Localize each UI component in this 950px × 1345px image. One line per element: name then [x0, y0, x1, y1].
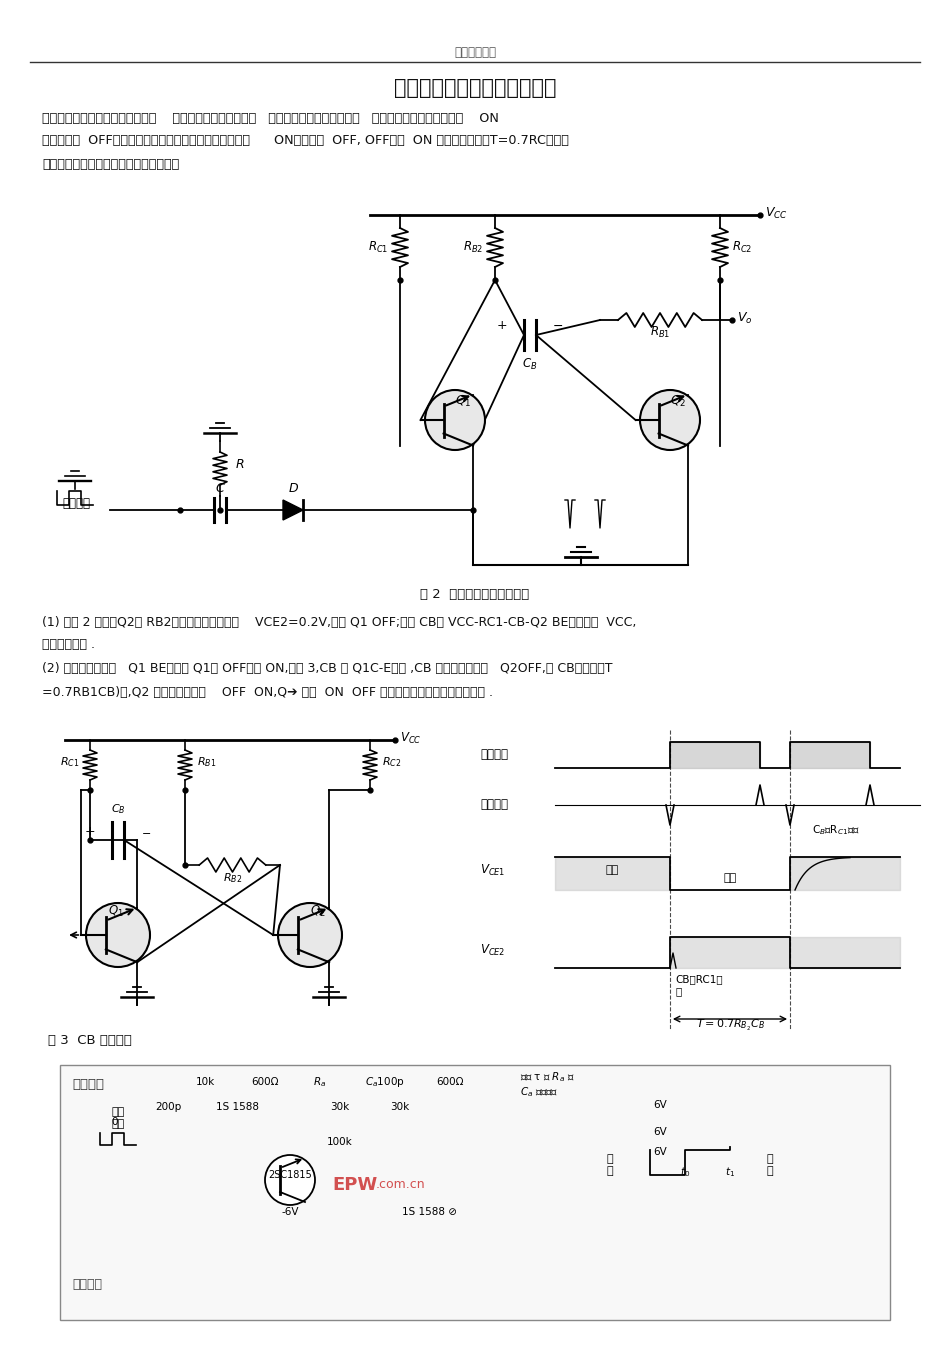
- Text: $Q_1$: $Q_1$: [108, 904, 124, 919]
- Text: =0.7RB1CB)后,Q2 重新获得偏压由    OFF  ON,Q➔ 也由  ON  OFF 回到稳压状态，其波形如图所示 .: =0.7RB1CB)后,Q2 重新获得偏压由 OFF ON,Q➔ 也由 ON O…: [42, 686, 493, 699]
- Text: EPW: EPW: [332, 1176, 377, 1194]
- Text: $Q_2$: $Q_2$: [310, 904, 326, 919]
- Text: 精彩文档: 精彩文档: [72, 1279, 102, 1291]
- Text: 6V: 6V: [654, 1147, 667, 1157]
- Text: $C_B$: $C_B$: [522, 356, 538, 373]
- Circle shape: [640, 390, 700, 451]
- Text: 稳态: 稳态: [606, 865, 619, 876]
- Text: $R_a$: $R_a$: [314, 1075, 327, 1089]
- Text: $Q_2$: $Q_2$: [670, 394, 686, 409]
- Text: $V_{CC}$: $V_{CC}$: [765, 206, 788, 221]
- Text: $V_{CE2}$: $V_{CE2}$: [480, 943, 505, 958]
- Text: $V_{CE1}$: $V_{CE1}$: [480, 862, 505, 877]
- Text: 精彩文档: 精彩文档: [72, 1079, 104, 1092]
- Text: (2) 当有正脉冲加至   Q1 BE极，使 Q1由 OFF变成 ON,如图 3,CB 经 Q1C-E放电 ,CB 的反向偏压将使   Q2OFF,当 CB放完: (2) 当有正脉冲加至 Q1 BE极，使 Q1由 OFF变成 ON,如图 3,C…: [42, 662, 613, 674]
- Text: 600Ω: 600Ω: [251, 1077, 278, 1087]
- Polygon shape: [283, 500, 303, 521]
- Circle shape: [86, 902, 150, 967]
- Text: D: D: [288, 482, 297, 495]
- Text: 6V: 6V: [654, 1100, 667, 1110]
- Text: +: +: [497, 319, 507, 332]
- Text: 30k: 30k: [331, 1102, 350, 1112]
- Text: 2SC1815: 2SC1815: [268, 1170, 312, 1180]
- Text: 10k: 10k: [196, 1077, 215, 1087]
- Text: 输
出: 输 出: [607, 1154, 614, 1176]
- Text: (1) 如图 2 所示，Q2由 RB2供给偏压形成饱和，    VCE2=0.2V,迫使 Q1 OFF;同时 CB经 VCC-RC1-CB-Q2 BE极充电至 : (1) 如图 2 所示，Q2由 RB2供给偏压形成饱和， VCE2=0.2V,迫…: [42, 616, 636, 628]
- Text: 脉宽 τ 由 $R_a$ 和: 脉宽 τ 由 $R_a$ 和: [520, 1071, 575, 1084]
- Text: C$_B$经R$_{C1}$充电: C$_B$经R$_{C1}$充电: [812, 823, 860, 837]
- Text: $V_{CC}$: $V_{CC}$: [400, 730, 422, 745]
- Text: 触发方波: 触发方波: [480, 749, 508, 761]
- Text: 200p: 200p: [155, 1102, 181, 1112]
- Text: $R_{C2}$: $R_{C2}$: [732, 239, 752, 256]
- Text: 三极管单稳态多谐振荡器电路: 三极管单稳态多谐振荡器电路: [393, 78, 557, 98]
- Text: 暂态: 暂态: [723, 873, 736, 884]
- Text: $R_{C1}$: $R_{C1}$: [368, 239, 389, 256]
- Text: R: R: [236, 459, 245, 472]
- Text: 30k: 30k: [390, 1102, 409, 1112]
- Text: 触发
脉冲: 触发 脉冲: [111, 1107, 124, 1128]
- Text: 此为稳定状态 .: 此为稳定状态 .: [42, 639, 95, 651]
- Text: -6V: -6V: [281, 1206, 298, 1217]
- Text: 图 3  CB 放电路径: 图 3 CB 放电路径: [48, 1033, 132, 1046]
- Text: $-$: $-$: [553, 319, 563, 332]
- Text: 6V: 6V: [654, 1127, 667, 1137]
- Text: $C_a$ 的值决定: $C_a$ 的值决定: [520, 1085, 559, 1099]
- Text: 方波输入: 方波输入: [62, 498, 90, 510]
- Text: $R_{B2}$: $R_{B2}$: [463, 239, 484, 256]
- Text: +: +: [85, 824, 95, 838]
- Text: C: C: [216, 482, 224, 495]
- Text: $R_{C2}$: $R_{C2}$: [382, 755, 402, 769]
- Text: 微分波型: 微分波型: [480, 799, 508, 811]
- Text: $t_0$: $t_0$: [680, 1165, 690, 1178]
- Text: .com.cn: .com.cn: [375, 1178, 425, 1192]
- Text: CB经RC1充
电: CB经RC1充 电: [675, 974, 723, 995]
- Text: $R_{B1}$: $R_{B1}$: [198, 755, 217, 769]
- Text: $C_B$: $C_B$: [111, 802, 125, 816]
- Text: 脉
宽: 脉 宽: [767, 1154, 773, 1176]
- Text: 100k: 100k: [327, 1137, 352, 1147]
- Text: 1S 1588 ⊘: 1S 1588 ⊘: [403, 1206, 458, 1217]
- Text: $-$: $-$: [141, 827, 151, 837]
- Text: 0: 0: [112, 1116, 118, 1127]
- Text: $Q_1$: $Q_1$: [455, 394, 471, 409]
- Text: $R_{C1}$: $R_{C1}$: [60, 755, 80, 769]
- Text: $C_a$100p: $C_a$100p: [365, 1075, 405, 1089]
- Text: $R_{B2}$: $R_{B2}$: [223, 872, 242, 885]
- Text: $T=0.7R_{B_2}C_B$: $T=0.7R_{B_2}C_B$: [695, 1017, 765, 1033]
- Text: 恢复刚刚的稳态，直到下一个触发信号。: 恢复刚刚的稳态，直到下一个触发信号。: [42, 157, 180, 171]
- Text: 实用标准文案: 实用标准文案: [454, 46, 496, 58]
- Circle shape: [425, 390, 485, 451]
- Circle shape: [278, 902, 342, 967]
- Text: 600Ω: 600Ω: [436, 1077, 464, 1087]
- Text: 另一个永远  OFF之稳定状态。若有触发信号输入，则原来      ON的将变成  OFF, OFF变成  ON 经过一段时间（T=0.7RC），会: 另一个永远 OFF之稳定状态。若有触发信号输入，则原来 ON的将变成 OFF, …: [42, 134, 569, 148]
- Text: 1S 1588: 1S 1588: [217, 1102, 259, 1112]
- Text: $V_o$: $V_o$: [737, 311, 752, 325]
- Text: 图 2  正脉冲触发单稳态电路: 图 2 正脉冲触发单稳态电路: [420, 589, 530, 601]
- Text: 单稳态多谐震荡器为一计时电路，    由二个三极管组合而成，   当无任何触发信号输入时，   电路将保持一个三极管永远    ON: 单稳态多谐震荡器为一计时电路， 由二个三极管组合而成， 当无任何触发信号输入时，…: [42, 112, 499, 125]
- Text: $t_1$: $t_1$: [725, 1165, 735, 1178]
- Text: $R_{B1}$: $R_{B1}$: [650, 325, 670, 340]
- Bar: [60, 1065, 890, 1319]
- Circle shape: [265, 1155, 315, 1205]
